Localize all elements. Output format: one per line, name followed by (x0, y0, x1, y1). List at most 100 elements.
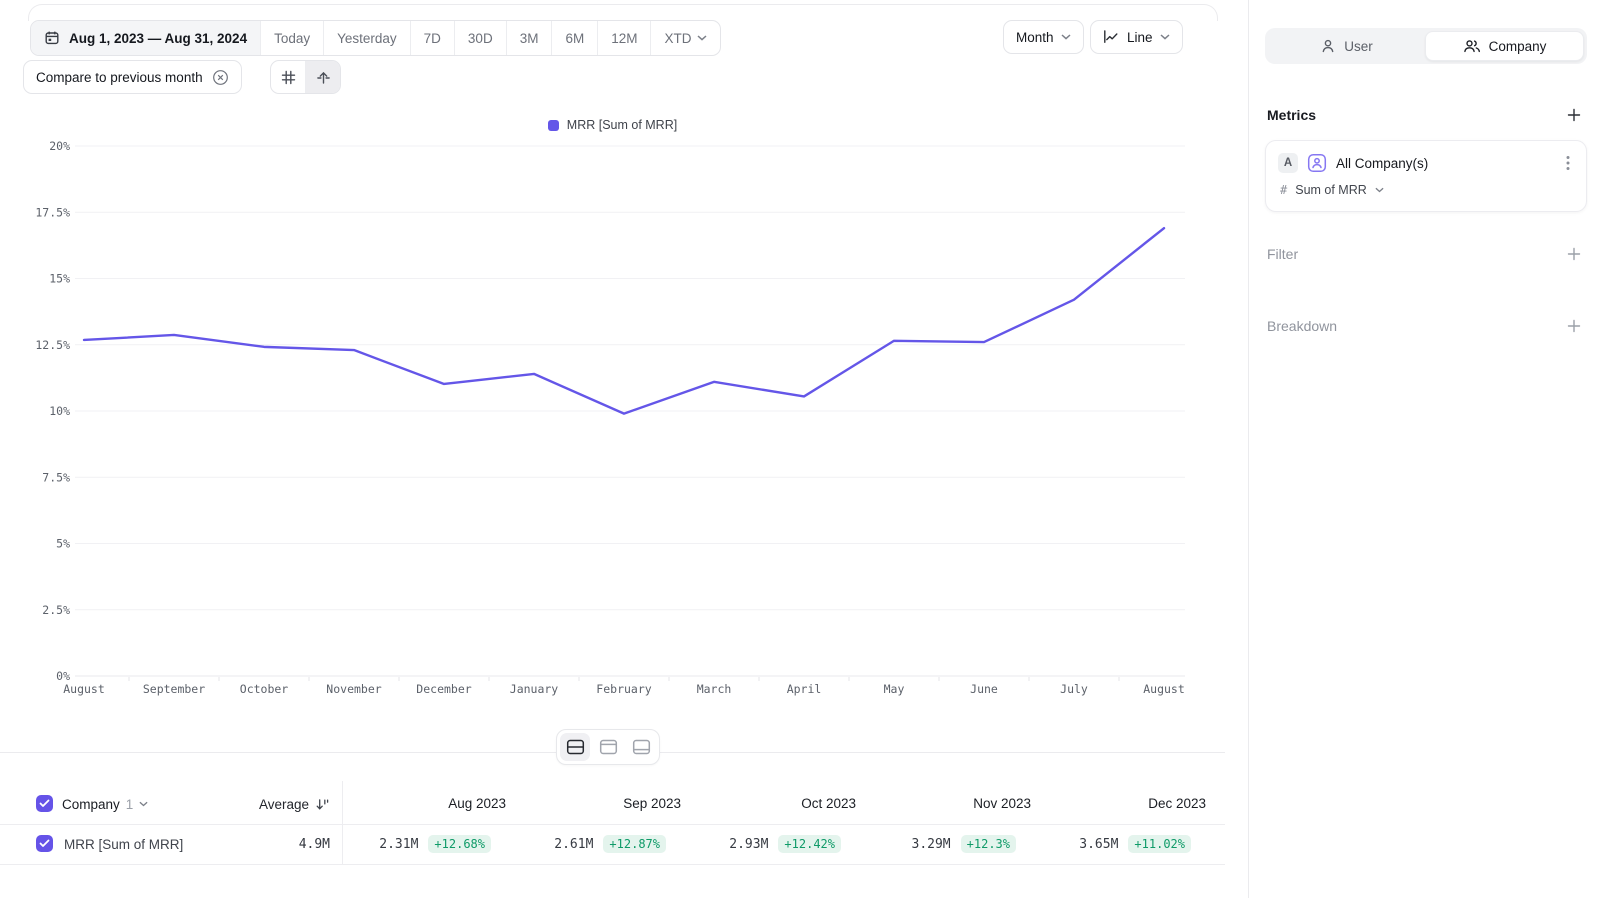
date-range-button[interactable]: Aug 1, 2023 — Aug 31, 2024 (31, 21, 261, 55)
x-axis-label: April (787, 682, 822, 696)
preset-6m[interactable]: 6M (551, 21, 597, 55)
date-range-label: Aug 1, 2023 — Aug 31, 2024 (69, 30, 248, 46)
xtd-label: XTD (664, 30, 692, 46)
column-header-sep-2023: Sep 2023 (623, 796, 681, 811)
metrics-heading: Metrics (1267, 107, 1317, 123)
delta-badge: +12.42% (778, 835, 841, 853)
close-circle-icon[interactable] (212, 69, 229, 86)
metrics-section-header: Metrics (1267, 105, 1584, 125)
add-filter-button[interactable] (1564, 244, 1584, 264)
average-column-header[interactable]: Average (180, 784, 330, 824)
preset-12m[interactable]: 12M (597, 21, 650, 55)
layout-split-button[interactable] (560, 733, 590, 761)
legend-swatch (547, 119, 559, 131)
granularity-label: Month (1016, 29, 1054, 45)
layout-table-only-icon (632, 739, 651, 755)
add-breakdown-button[interactable] (1564, 316, 1584, 336)
compare-chip[interactable]: Compare to previous month (23, 60, 242, 94)
y-axis-label: 17.5% (35, 205, 70, 219)
y-axis-label: 15% (49, 272, 70, 286)
compare-chip-label: Compare to previous month (36, 69, 203, 85)
chart-legend: MRR [Sum of MRR] (0, 118, 1225, 132)
scope-company-label: Company (1488, 38, 1547, 54)
metric-card[interactable]: A All Company(s) # Sum of MRR (1265, 140, 1587, 212)
column-header-nov-2023: Nov 2023 (973, 796, 1031, 811)
aggregation-dropdown[interactable]: # Sum of MRR (1280, 183, 1384, 197)
layout-chart-only-button[interactable] (593, 733, 623, 761)
table-row: MRR [Sum of MRR] 4.9M 2.31M +12.68% 2.61M +… (0, 824, 1225, 864)
metric-card-title-row: A All Company(s) (1278, 152, 1576, 174)
scope-user-tab[interactable]: User (1268, 31, 1425, 61)
preset-3m[interactable]: 3M (505, 21, 552, 55)
preset-7d[interactable]: 7D (409, 21, 454, 55)
preset-30d[interactable]: 30D (453, 21, 506, 55)
plus-icon (1566, 318, 1582, 334)
entity-dropdown[interactable]: Company 1 (62, 784, 148, 824)
metric-name: All Company(s) (1336, 155, 1429, 171)
table-header-row: Company 1 Average Aug 2023 Sep 2023 Oct 20… (0, 784, 1225, 824)
plus-icon (1566, 107, 1582, 123)
preset-xtd-dropdown[interactable]: XTD (650, 21, 720, 55)
calendar-icon (44, 30, 60, 46)
grid-toggle-button[interactable] (271, 61, 305, 93)
select-all-checkbox[interactable] (36, 795, 53, 812)
plus-icon (1566, 246, 1582, 262)
mrr-line-chart: 0% 2.5% 5% 7.5% 10% 12.5% 15% 17.5% 20% August Sep… (35, 139, 1185, 696)
row-checkbox[interactable] (36, 835, 53, 852)
cell-value: 2.31M (379, 836, 419, 852)
date-range-toolbar: Aug 1, 2023 — Aug 31, 2024 Today Yesterda… (30, 20, 722, 56)
preset-yesterday[interactable]: Yesterday (323, 21, 410, 55)
table-cell: 2.93M +12.42% (696, 824, 856, 864)
scope-company-tab[interactable]: Company (1425, 31, 1584, 61)
annotations-toggle-button[interactable] (305, 61, 340, 93)
chart-type-dropdown[interactable]: Line (1090, 20, 1183, 54)
average-label: Average (258, 796, 309, 812)
x-axis-label: August (1143, 682, 1185, 696)
sort-icon (315, 798, 330, 811)
chevron-down-icon (1160, 34, 1170, 40)
y-axis-label: 20% (49, 139, 70, 153)
filter-section-header: Filter (1267, 244, 1584, 264)
x-axis-label: June (970, 682, 998, 696)
line-chart-icon (1103, 30, 1120, 44)
cell-value: 2.61M (554, 836, 594, 852)
x-axis-label: July (1060, 682, 1088, 696)
x-axis-label: February (596, 682, 651, 696)
hash-icon: # (1280, 183, 1288, 197)
y-axis-label: 10% (49, 404, 70, 418)
delta-badge: +12.68% (428, 835, 491, 853)
column-header-dec-2023: Dec 2023 (1148, 796, 1206, 811)
add-metric-button[interactable] (1564, 105, 1584, 125)
cell-value: 3.65M (1079, 836, 1119, 852)
metric-menu-button[interactable] (1560, 153, 1576, 173)
chevron-down-icon (1375, 187, 1384, 193)
granularity-dropdown[interactable]: Month (1003, 20, 1084, 54)
preset-today[interactable]: Today (260, 21, 323, 55)
column-header-oct-2023: Oct 2023 (801, 796, 856, 811)
x-axis-label: August (63, 682, 105, 696)
y-axis-label: 7.5% (42, 470, 70, 484)
delta-badge: +12.87% (603, 835, 666, 853)
row-average-value: 4.9M (298, 836, 330, 852)
layout-split-icon (566, 739, 585, 755)
scope-toggle: User Company (1265, 28, 1587, 64)
table-row-separator (0, 864, 1225, 865)
breakdown-heading: Breakdown (1267, 318, 1338, 334)
layout-chart-only-icon (599, 739, 618, 755)
breakdown-section-header: Breakdown (1267, 316, 1584, 336)
delta-badge: +12.3% (960, 835, 1016, 853)
x-axis-label: November (326, 682, 381, 696)
legend-label: MRR [Sum of MRR] (566, 118, 678, 132)
company-badge-icon (1307, 153, 1327, 173)
chevron-down-icon (697, 35, 707, 41)
chart-tools-group (270, 60, 341, 94)
panel-top-edge (28, 4, 1218, 21)
column-header-aug-2023: Aug 2023 (448, 796, 506, 811)
layout-toggle-group (556, 729, 660, 765)
chevron-down-icon (139, 801, 148, 807)
cell-value: 2.93M (729, 836, 769, 852)
grid-icon (281, 70, 296, 85)
chevron-down-icon (1061, 34, 1071, 40)
layout-table-only-button[interactable] (626, 733, 656, 761)
